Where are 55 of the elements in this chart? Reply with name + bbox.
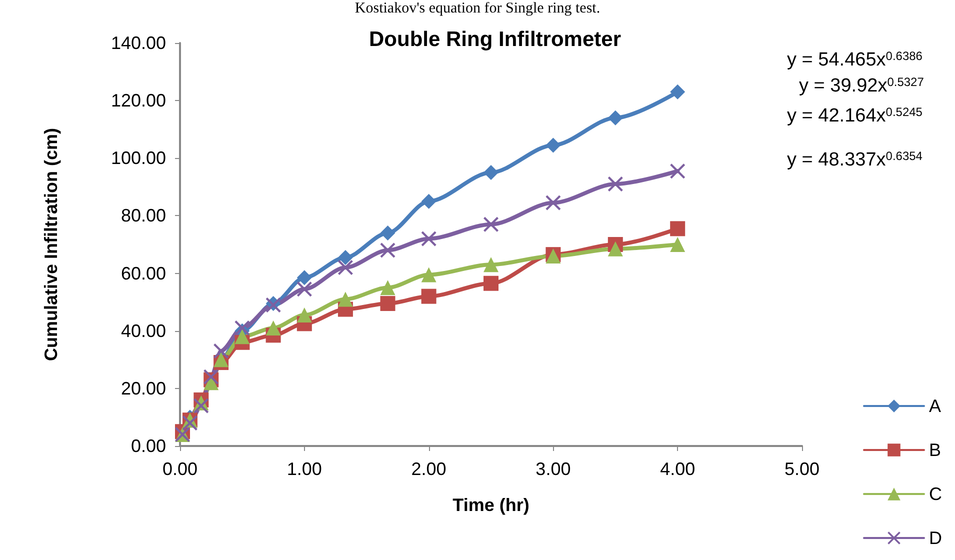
point xyxy=(484,276,498,291)
point xyxy=(380,280,396,296)
point xyxy=(234,320,250,336)
y-tick-label: 40.00 xyxy=(120,320,166,341)
x-tick-label: 2.00 xyxy=(411,459,446,479)
legend-label: C xyxy=(929,484,942,504)
chart-title: Double Ring Infiltrometer xyxy=(369,28,621,51)
point xyxy=(608,241,623,256)
y-tick-label: 120.00 xyxy=(110,90,166,111)
point xyxy=(421,194,436,209)
point xyxy=(204,369,219,384)
x-axis-title: Time (hr) xyxy=(452,495,530,515)
point xyxy=(670,221,686,236)
x-tick-label: 4.00 xyxy=(660,459,696,479)
point xyxy=(421,267,436,282)
point xyxy=(608,110,623,126)
legend-label: D xyxy=(929,528,942,548)
legend-label: B xyxy=(929,440,942,460)
y-tick-label: 60.00 xyxy=(120,263,166,284)
x-tick-label: 3.00 xyxy=(536,459,571,479)
point xyxy=(484,216,498,232)
point xyxy=(266,320,281,336)
point xyxy=(296,308,312,323)
x-tick-label: 0.00 xyxy=(162,459,198,479)
x-tick-label: 1.00 xyxy=(286,459,322,479)
y-tick-label: 80.00 xyxy=(120,206,166,226)
point xyxy=(484,257,498,272)
point xyxy=(214,344,229,359)
point xyxy=(296,270,312,286)
point xyxy=(421,288,436,304)
y-tick-label: 20.00 xyxy=(120,378,166,398)
y-axis-title: Cumulative Infiltration (cm) xyxy=(41,128,61,362)
point xyxy=(234,329,250,344)
x-tick-label: 5.00 xyxy=(784,459,820,479)
y-tick-label: 140.00 xyxy=(110,33,166,53)
point xyxy=(380,296,396,312)
point xyxy=(608,176,623,192)
point xyxy=(380,242,396,258)
text: Kostiakov's equation for Single ring test. xyxy=(354,0,600,16)
point xyxy=(421,231,436,246)
point xyxy=(670,164,686,179)
point xyxy=(380,225,396,240)
point xyxy=(670,84,686,100)
point xyxy=(546,195,561,210)
legend-label: A xyxy=(929,396,942,416)
y-tick-label: 100.00 xyxy=(110,148,166,168)
point xyxy=(338,260,353,276)
point xyxy=(484,165,498,180)
point xyxy=(338,292,353,307)
point xyxy=(338,250,353,265)
point xyxy=(670,237,686,252)
point xyxy=(296,282,312,297)
point xyxy=(194,398,209,414)
y-tick-label: 0.00 xyxy=(130,436,166,456)
point xyxy=(546,138,561,153)
